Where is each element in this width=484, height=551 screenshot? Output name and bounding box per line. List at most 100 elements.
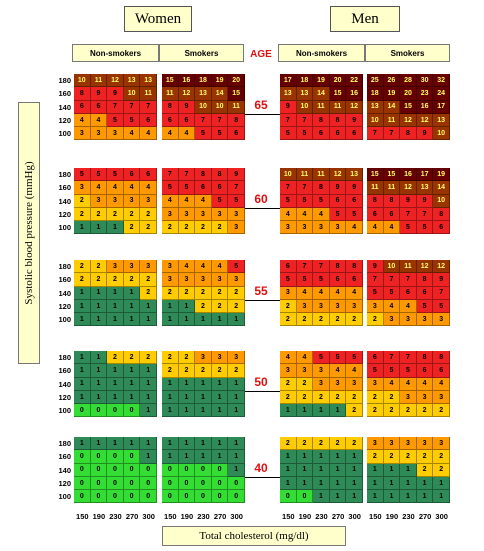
risk-cell: 13 — [367, 100, 384, 114]
risk-cell: 2 — [195, 364, 212, 378]
cholesterol-col-label: 150 — [76, 512, 89, 521]
risk-cell: 5 — [383, 286, 401, 300]
risk-cell: 8 — [329, 260, 347, 274]
risk-cell: 2 — [400, 404, 417, 418]
risk-cell: 2 — [123, 221, 141, 235]
risk-cell: 4 — [195, 260, 212, 274]
risk-cell: 0 — [228, 476, 245, 491]
y-axis-label: Systolic blood pressure (mmHg) — [18, 102, 40, 364]
risk-cell: 0 — [74, 463, 91, 477]
bp-row-label: 160 — [58, 366, 71, 376]
risk-cell: 1 — [400, 463, 417, 477]
risk-cell: 0 — [90, 476, 108, 491]
risk-cell: 11 — [296, 168, 314, 182]
risk-cell: 3 — [346, 299, 363, 314]
bp-row-label: 180 — [58, 439, 71, 448]
risk-cell: 7 — [228, 181, 245, 195]
risk-cell: 0 — [140, 463, 157, 477]
risk-cell: 10 — [280, 168, 297, 182]
risk-cell: 13 — [140, 74, 157, 88]
risk-cell: 1 — [329, 463, 347, 477]
risk-cell: 15 — [367, 168, 384, 182]
cholesterol-col-label: 270 — [125, 512, 139, 521]
risk-cell: 2 — [178, 286, 196, 300]
bp-row-label: 140 — [58, 196, 71, 206]
bp-row-label: 140 — [58, 379, 71, 389]
risk-cell: 2 — [433, 404, 450, 418]
risk-cell: 1 — [74, 390, 91, 405]
risk-cell: 4 — [346, 364, 363, 378]
risk-cell: 1 — [107, 390, 124, 405]
risk-cell: 3 — [162, 207, 179, 222]
risk-cell: 6 — [195, 181, 212, 195]
women-non-smokers-header: Non-smokers — [72, 44, 159, 62]
risk-cell: 4 — [346, 221, 363, 235]
risk-cell: 3 — [162, 273, 179, 287]
risk-cell: 0 — [296, 490, 314, 504]
risk-cell: 3 — [195, 351, 212, 365]
bp-row-label: 120 — [58, 478, 71, 488]
risk-cell: 1 — [123, 437, 141, 451]
risk-cell: 9 — [367, 260, 384, 274]
risk-cell: 13 — [280, 87, 297, 101]
risk-cell: 25 — [367, 74, 384, 88]
risk-cell: 9 — [346, 181, 363, 195]
risk-cell: 0 — [107, 463, 124, 477]
risk-cell: 14 — [313, 87, 330, 101]
risk-cell: 7 — [383, 273, 401, 287]
risk-cell: 5 — [400, 221, 417, 235]
risk-cell: 2 — [74, 273, 91, 287]
risk-cell: 9 — [228, 168, 245, 182]
risk-cell: 11 — [367, 181, 384, 195]
risk-cell: 3 — [367, 299, 384, 314]
risk-cell: 0 — [123, 463, 141, 477]
risk-cell: 7 — [383, 351, 401, 365]
risk-cell: 4 — [140, 181, 157, 195]
risk-cell: 2 — [329, 313, 347, 327]
risk-cell: 13 — [416, 181, 434, 195]
risk-cell: 8 — [313, 181, 330, 195]
risk-cell: 13 — [123, 74, 141, 88]
risk-cell: 16 — [346, 87, 363, 101]
risk-cell: 2 — [74, 194, 91, 208]
risk-cell: 6 — [329, 273, 347, 287]
risk-cell: 0 — [140, 476, 157, 491]
risk-cell: 8 — [433, 207, 450, 222]
risk-cell: 5 — [211, 127, 229, 141]
risk-cell: 1 — [383, 490, 401, 504]
risk-cell: 0 — [74, 476, 91, 491]
risk-cell: 9 — [400, 194, 417, 208]
risk-cell: 9 — [280, 100, 297, 114]
risk-cell: 12 — [400, 181, 417, 195]
risk-cell: 3 — [416, 390, 434, 405]
risk-cell: 3 — [211, 207, 229, 222]
risk-cell: 1 — [178, 377, 196, 391]
risk-cell: 10 — [433, 194, 450, 208]
risk-cell: 1 — [162, 437, 179, 451]
risk-cell: 1 — [313, 463, 330, 477]
risk-cell: 7 — [313, 260, 330, 274]
risk-cell: 1 — [296, 450, 314, 464]
risk-cell: 2 — [162, 364, 179, 378]
risk-cell: 1 — [140, 450, 157, 464]
risk-cell: 3 — [346, 377, 363, 391]
risk-cell: 3 — [329, 377, 347, 391]
risk-cell: 1 — [178, 437, 196, 451]
risk-cell: 6 — [329, 194, 347, 208]
risk-cell: 4 — [123, 181, 141, 195]
risk-cell: 1 — [280, 476, 297, 491]
risk-cell: 5 — [296, 273, 314, 287]
risk-cell: 1 — [400, 476, 417, 491]
risk-cell: 5 — [280, 127, 297, 141]
bp-row-label: 180 — [58, 353, 71, 362]
risk-cell: 1 — [90, 377, 108, 391]
risk-cell: 4 — [280, 351, 297, 365]
risk-cell: 2 — [280, 299, 297, 314]
risk-cell: 6 — [313, 127, 330, 141]
risk-cell: 19 — [433, 168, 450, 182]
risk-cell: 1 — [90, 390, 108, 405]
risk-cell: 8 — [195, 168, 212, 182]
risk-cell: 1 — [280, 450, 297, 464]
risk-cell: 5 — [162, 181, 179, 195]
risk-cell: 8 — [329, 113, 347, 128]
